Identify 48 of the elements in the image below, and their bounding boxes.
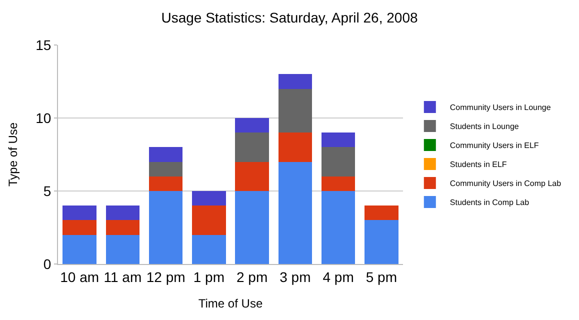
- x-tick-label: 5 pm: [366, 268, 398, 285]
- bar: [235, 132, 269, 162]
- bar: [321, 132, 356, 148]
- y-tick-label: 0: [43, 256, 52, 272]
- bar: [148, 191, 183, 264]
- bar: [62, 234, 96, 264]
- bar: [192, 234, 226, 264]
- bar: [278, 88, 312, 133]
- bar: [364, 220, 398, 264]
- bar: [278, 162, 312, 264]
- legend-label: Students in Comp Lab: [450, 198, 530, 208]
- x-tick-label: 10 am: [60, 268, 100, 285]
- bar: [364, 206, 398, 220]
- bar: [62, 220, 96, 235]
- chart-title: Usage Statistics: Saturday, April 26, 2008: [161, 10, 418, 26]
- legend-label: Students in Lounge: [450, 122, 520, 132]
- bar: [321, 176, 356, 191]
- bar: [106, 220, 140, 235]
- bar: [62, 206, 96, 220]
- y-tick-label: 5: [43, 182, 52, 199]
- legend-label: Students in ELF: [450, 160, 507, 170]
- bar: [235, 191, 269, 264]
- x-axis-title: Time of Use: [198, 296, 263, 311]
- bar: [321, 191, 356, 264]
- bar: [278, 132, 312, 162]
- x-tick-label: 11 am: [104, 268, 142, 285]
- bar: [278, 74, 312, 89]
- bar: [106, 234, 140, 264]
- x-tick-label: 1 pm: [193, 268, 225, 285]
- legend-label: Community Users in ELF: [450, 141, 539, 150]
- bar: [148, 162, 183, 176]
- bar: [148, 147, 183, 162]
- y-tick-label: 15: [36, 36, 52, 53]
- x-tick-label: 3 pm: [280, 268, 311, 285]
- bar: [235, 162, 269, 191]
- x-tick-label: 4 pm: [322, 268, 354, 285]
- legend-label: Community Users in Comp Lab: [450, 179, 562, 188]
- bar: [106, 206, 140, 220]
- bar: [192, 191, 226, 206]
- x-tick-label: 2 pm: [236, 268, 268, 285]
- bar: [148, 176, 183, 191]
- y-tick-label: 10: [36, 110, 52, 126]
- x-tick-label: 12 pm: [146, 268, 186, 285]
- legend-label: Community Users in Lounge: [450, 103, 552, 112]
- bar: [192, 206, 226, 235]
- y-axis-title: Type of Use: [6, 122, 20, 187]
- bar: [235, 118, 269, 133]
- bar: [321, 147, 356, 176]
